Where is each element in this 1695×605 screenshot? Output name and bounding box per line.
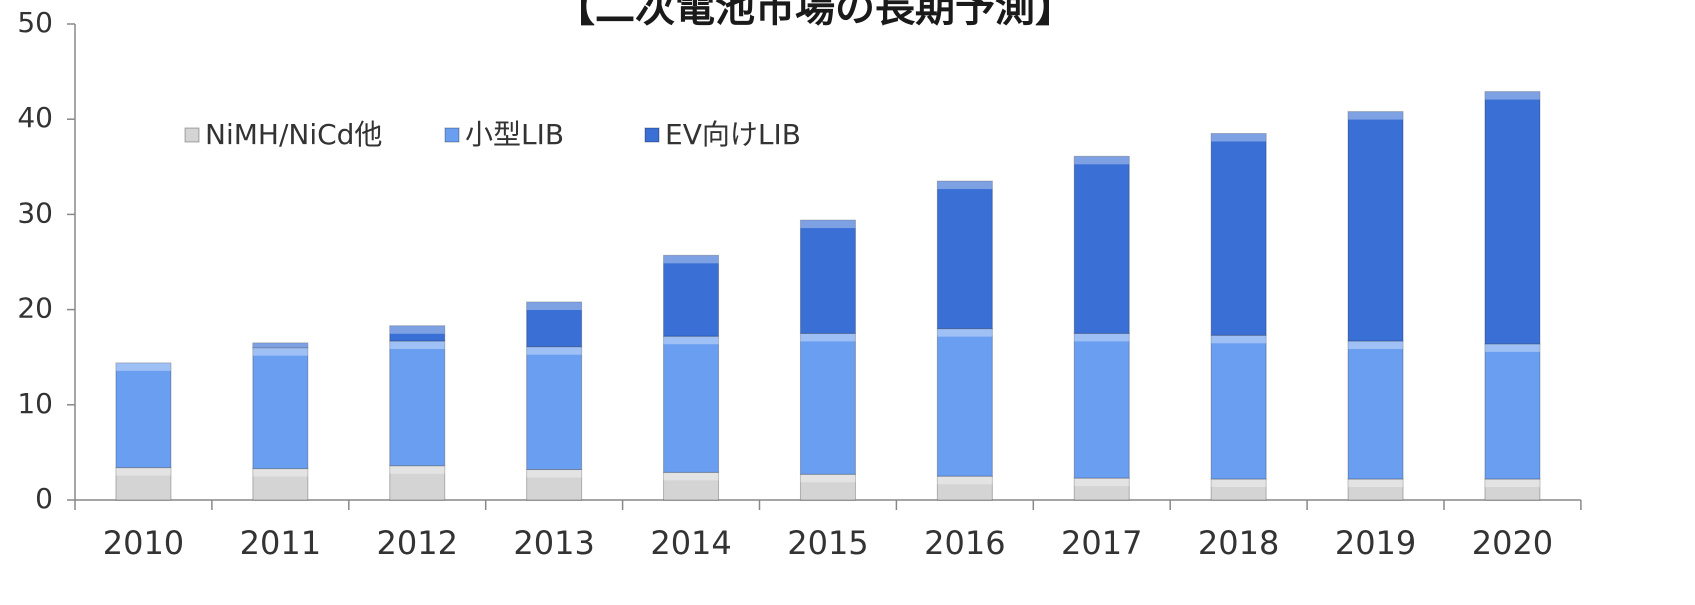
bar-segment xyxy=(526,346,583,471)
bar-segment xyxy=(663,254,720,337)
bar-highlight xyxy=(252,347,308,356)
bar-highlight xyxy=(389,325,445,334)
bar-highlight xyxy=(526,469,582,478)
bar-highlight xyxy=(1348,111,1404,120)
bar-highlight xyxy=(1484,343,1540,352)
legend-swatch xyxy=(184,127,200,143)
bar-highlight xyxy=(1211,335,1267,344)
x-tick-label: 2015 xyxy=(787,524,868,562)
bar-segment xyxy=(1347,111,1404,342)
bar-segment xyxy=(936,328,993,477)
bar-highlight xyxy=(1074,156,1130,165)
x-tick-label: 2016 xyxy=(924,524,1005,562)
bar-highlight xyxy=(1211,479,1267,488)
bar-highlight xyxy=(1484,91,1540,100)
bar-segment xyxy=(799,332,856,475)
bar-segment xyxy=(1073,332,1130,479)
bar-highlight xyxy=(800,333,856,342)
bar-segment xyxy=(1347,478,1404,501)
bar-highlight xyxy=(937,181,993,190)
y-tick-label: 10 xyxy=(17,387,53,420)
bar-segment xyxy=(252,347,309,470)
y-tick-label: 50 xyxy=(17,6,53,39)
bar-highlight xyxy=(800,220,856,229)
bar-highlight xyxy=(1074,478,1130,487)
x-tick-label: 2017 xyxy=(1061,524,1142,562)
bar-segment xyxy=(252,342,309,349)
bar-segment xyxy=(389,325,446,342)
bar-segment xyxy=(799,219,856,334)
x-tick-label: 2012 xyxy=(377,524,458,562)
x-tick-label: 2020 xyxy=(1472,524,1553,562)
x-tick-label: 2014 xyxy=(650,524,731,562)
bar-highlight xyxy=(800,474,856,483)
bar-segment xyxy=(663,471,720,501)
y-tick-label: 40 xyxy=(17,101,53,134)
bar-segment xyxy=(1210,478,1267,501)
x-tick-label: 2010 xyxy=(103,524,184,562)
x-tick-label: 2013 xyxy=(513,524,594,562)
bar-highlight xyxy=(1484,479,1540,488)
x-tick-label: 2011 xyxy=(240,524,321,562)
bar-highlight xyxy=(937,328,993,337)
x-tick-label: 2018 xyxy=(1198,524,1279,562)
bar-segment xyxy=(1347,340,1404,480)
bar-segment xyxy=(799,473,856,501)
legend-swatch xyxy=(644,127,660,143)
bar-segment xyxy=(115,467,172,501)
bar-highlight xyxy=(115,467,171,476)
x-tick-label: 2019 xyxy=(1335,524,1416,562)
bar-segment xyxy=(1210,132,1267,336)
bar-segment xyxy=(1073,155,1130,334)
legend-swatch xyxy=(444,127,460,143)
bar-segment xyxy=(115,362,172,469)
bar-segment xyxy=(526,469,583,501)
legend-label: NiMH/NiCd他 xyxy=(205,118,382,151)
bar-segment xyxy=(1484,343,1541,480)
legend-label: EV向けLIB xyxy=(665,118,801,151)
bar-highlight xyxy=(1348,479,1404,488)
bar-highlight xyxy=(663,255,719,264)
bar-highlight xyxy=(389,465,445,474)
bar-highlight xyxy=(1211,133,1267,142)
bar-highlight xyxy=(115,362,171,371)
bar-segment xyxy=(1484,91,1541,345)
bar-highlight xyxy=(663,472,719,481)
bar-highlight xyxy=(252,468,308,477)
bar-highlight xyxy=(389,341,445,350)
bar-segment xyxy=(389,340,446,467)
bar-segment xyxy=(389,465,446,501)
bar-highlight xyxy=(1074,333,1130,342)
legend-label: 小型LIB xyxy=(465,118,564,151)
bar-highlight xyxy=(526,301,582,310)
bar-segment xyxy=(663,335,720,473)
y-tick-label: 20 xyxy=(17,292,53,325)
y-tick-label: 30 xyxy=(17,196,53,229)
bar-highlight xyxy=(252,342,308,348)
bar-segment xyxy=(526,301,583,348)
y-tick-label: 0 xyxy=(35,482,53,515)
bar-segment xyxy=(1210,334,1267,480)
bar-highlight xyxy=(663,336,719,345)
bar-segment xyxy=(936,180,993,330)
bar-highlight xyxy=(526,346,582,355)
bar-highlight xyxy=(937,476,993,485)
bar-highlight xyxy=(1348,341,1404,350)
chart-title: 【二次電池市場の長期予測】 xyxy=(555,0,1075,31)
bar-segment xyxy=(252,468,309,501)
